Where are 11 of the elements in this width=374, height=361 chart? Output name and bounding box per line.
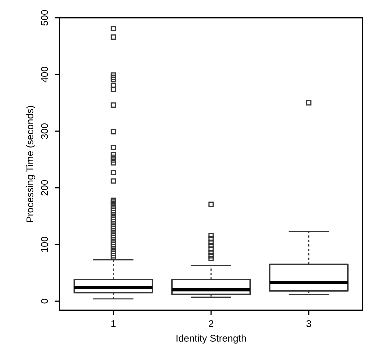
x-axis-title: Identity Strength — [176, 334, 246, 344]
y-tick-label: 300 — [41, 124, 48, 140]
x-tick-label: 1 — [112, 320, 116, 328]
y-tick-label: 100 — [41, 236, 48, 252]
y-tick-label: 200 — [41, 180, 48, 196]
y-tick-label: 0 — [41, 299, 48, 304]
x-tick-label: 2 — [209, 320, 214, 328]
y-tick-label: 500 — [41, 10, 48, 26]
y-axis-title: Processing Time (seconds) — [26, 106, 36, 222]
y-tick-label: 400 — [41, 66, 48, 83]
x-tick-label: 3 — [306, 320, 312, 328]
